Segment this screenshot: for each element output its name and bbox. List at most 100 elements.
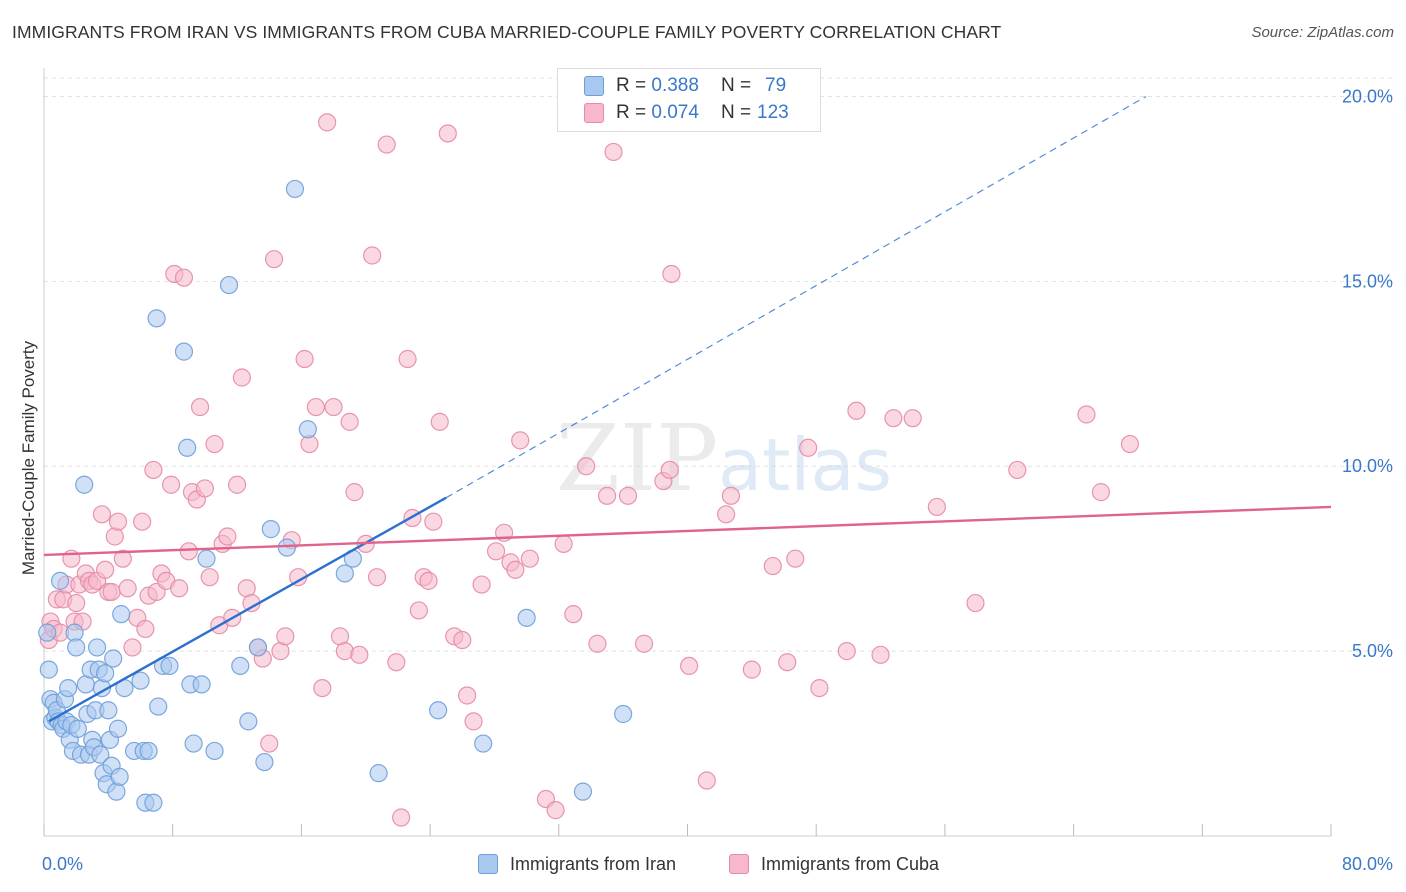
iran-point-77 <box>573 782 593 801</box>
iran-point-29 <box>87 638 107 657</box>
iran-point-76 <box>517 608 536 627</box>
cuba-point-117 <box>799 438 818 457</box>
x-tick-label-min: 0.0% <box>42 854 83 874</box>
cuba-swatch <box>584 103 604 123</box>
cuba-point-102 <box>597 486 617 505</box>
bottom-legend-iran: Immigrants from Iran <box>478 852 676 876</box>
cuba-point-84 <box>438 124 457 143</box>
cuba-point-126 <box>1008 460 1027 480</box>
cuba-point-125 <box>966 593 985 613</box>
legend-row-cuba: R = 0.074 N = 123 <box>584 101 789 125</box>
cuba-point-86 <box>453 630 472 650</box>
cuba-point-9 <box>67 593 86 613</box>
iran-point-13 <box>59 678 78 698</box>
iran-point-70 <box>298 420 317 439</box>
iran-point-54 <box>160 656 179 676</box>
cuba-point-115 <box>778 653 797 672</box>
cuba-point-55 <box>264 250 284 269</box>
cuba-point-127 <box>1077 405 1096 424</box>
cuba-point-77 <box>398 349 417 369</box>
cuba-point-109 <box>680 656 699 676</box>
cuba-point-27 <box>136 619 155 639</box>
iran-n-label: N = <box>720 75 752 96</box>
cuba-point-87 <box>458 686 477 705</box>
iran-point-42 <box>110 767 129 786</box>
cuba-point-112 <box>721 486 741 505</box>
iran-point-18 <box>67 638 86 657</box>
iran-point-66 <box>255 752 274 772</box>
cuba-point-83 <box>430 412 449 431</box>
cuba-point-73 <box>367 568 387 587</box>
iran-point-60 <box>197 549 216 568</box>
cuba-point-48 <box>227 475 247 494</box>
iran-point-50 <box>144 793 163 812</box>
iran-point-41 <box>108 719 128 738</box>
iran-swatch <box>584 76 604 96</box>
cuba-point-124 <box>927 497 946 517</box>
cuba-point-111 <box>717 505 736 524</box>
cuba-point-97 <box>546 801 565 820</box>
source-credit: Source: ZipAtlas.com <box>1251 24 1394 41</box>
cuba-point-122 <box>884 409 903 428</box>
watermark: ZIP atlas <box>556 405 892 512</box>
cuba-point-33 <box>161 475 181 494</box>
cuba-point-75 <box>387 653 406 672</box>
legend-row-iran: R = 0.388 N = 79 <box>584 74 786 98</box>
y-tick-label-2: 15.0% <box>1342 271 1393 291</box>
cuba-r-value: 0.074 <box>651 102 699 123</box>
cuba-n-value: 123 <box>757 102 789 123</box>
iran-point-62 <box>219 275 239 295</box>
iran-point-73 <box>369 764 388 783</box>
tick-labels: 5.0% 10.0% 15.0% 20.0% 0.0% 80.0% <box>42 86 1393 874</box>
cuba-point-36 <box>174 268 194 287</box>
iran-point-46 <box>131 671 150 690</box>
iran-point-64 <box>239 712 258 731</box>
bottom-legend-cuba: Immigrants from Cuba <box>729 852 939 876</box>
bottom-cuba-swatch <box>729 854 749 874</box>
y-tick-label-0: 5.0% <box>1352 641 1393 661</box>
cuba-point-42 <box>200 568 219 587</box>
cuba-point-21 <box>108 512 128 531</box>
cuba-point-46 <box>218 527 237 546</box>
cuba-r-label: R = <box>616 102 647 123</box>
cuba-point-54 <box>260 734 279 753</box>
cuba-point-93 <box>506 560 525 579</box>
cuba-point-110 <box>697 771 716 790</box>
cuba-point-79 <box>409 601 428 620</box>
iran-point-65 <box>248 638 268 657</box>
y-tick-label-1: 10.0% <box>1342 456 1393 476</box>
iran-point-61 <box>205 741 224 761</box>
bottom-cuba-label: Immigrants from Cuba <box>761 853 940 874</box>
cuba-point-70 <box>350 645 369 664</box>
cuba-point-68 <box>340 412 359 431</box>
cuba-points <box>39 113 1140 827</box>
cuba-point-128 <box>1091 483 1111 502</box>
cuba-point-103 <box>604 142 623 162</box>
iran-point-75 <box>474 734 493 753</box>
iran-point-63 <box>231 656 250 676</box>
iran-point-36 <box>99 701 118 720</box>
cuba-point-82 <box>424 512 443 531</box>
cuba-point-98 <box>554 534 573 553</box>
cuba-n-label: N = <box>720 102 752 123</box>
iran-point-8 <box>50 571 70 590</box>
iran-point-1 <box>39 660 58 679</box>
y-tick-label-3: 20.0% <box>1342 86 1393 106</box>
x-tick-label-max: 80.0% <box>1342 854 1393 874</box>
cuba-point-94 <box>511 431 530 450</box>
iran-point-67 <box>261 520 280 539</box>
iran-point-31 <box>91 745 110 764</box>
cuba-point-118 <box>810 678 829 698</box>
cuba-point-95 <box>520 549 539 568</box>
cuba-point-35 <box>170 579 189 598</box>
iran-point-69 <box>285 179 305 199</box>
cuba-point-23 <box>118 579 137 598</box>
cuba-point-16 <box>92 505 112 524</box>
cuba-point-40 <box>190 397 210 417</box>
iran-r-label: R = <box>616 75 647 96</box>
iran-point-40 <box>107 782 126 801</box>
cuba-point-22 <box>113 549 132 568</box>
cuba-point-101 <box>588 634 607 653</box>
iran-points <box>38 179 633 812</box>
trend-lines <box>43 95 1332 723</box>
